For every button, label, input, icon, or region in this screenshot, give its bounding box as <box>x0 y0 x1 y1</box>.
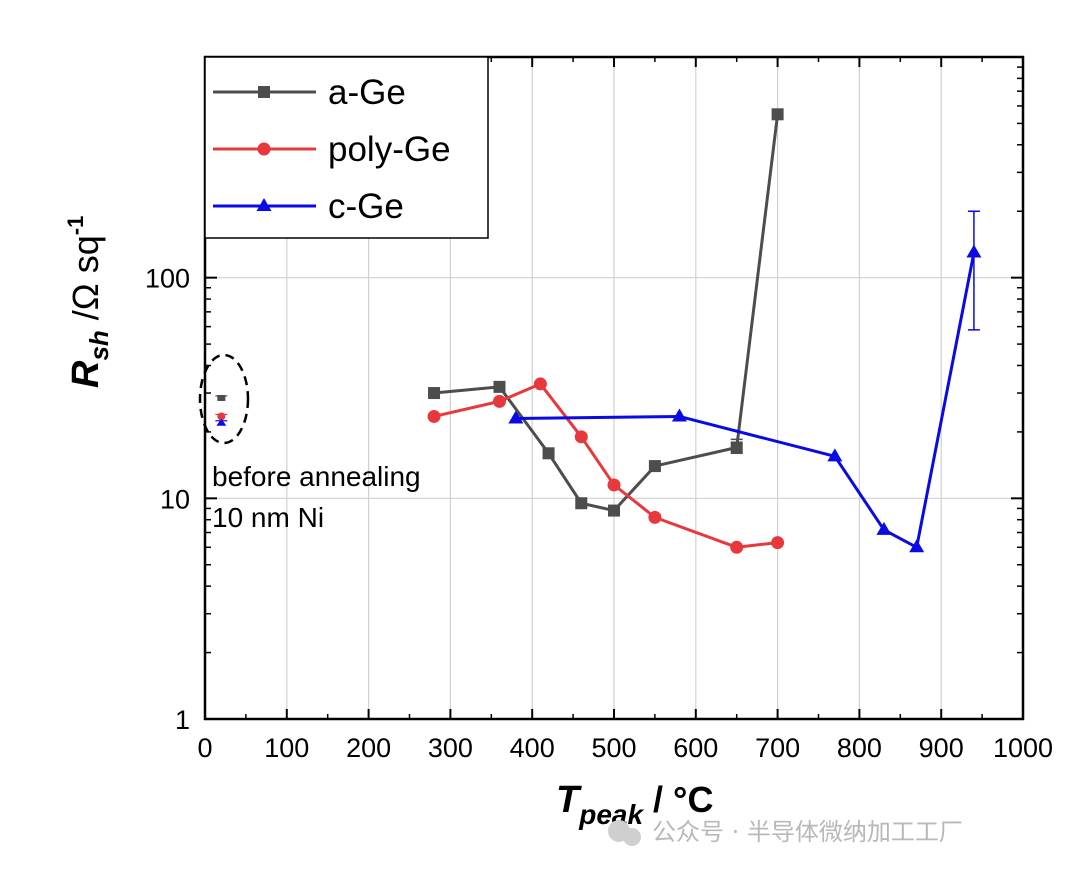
series-poly-ge-point <box>492 394 506 408</box>
legend-a-ge-marker <box>258 86 270 98</box>
legend-poly-ge-marker <box>257 142 271 156</box>
before-annealing-ellipse <box>198 353 250 445</box>
watermark: 公众号 · 半导体微纳加工工厂 <box>608 818 963 846</box>
x-axis-ticks: 0 100 200 300 400 500 600 700 800 900 1000 <box>197 57 1053 763</box>
series-c-ge-error-bar <box>967 210 980 331</box>
series-a-ge-point <box>542 447 555 460</box>
series-c-ge-point <box>876 521 892 535</box>
before-annealing-c-ge-point <box>216 418 227 426</box>
series-c-ge <box>508 210 982 553</box>
plot-frame <box>203 55 1025 721</box>
annotation-before-annealing: before annealing <box>212 461 421 492</box>
series-a-ge-point <box>493 380 506 393</box>
series-a-ge-point <box>608 504 620 517</box>
x-tick-label: 500 <box>591 733 636 763</box>
x-tick-label: 200 <box>346 733 391 763</box>
series-c-ge-point <box>508 410 524 424</box>
series-poly-ge-point <box>607 478 621 492</box>
x-tick-label: 300 <box>428 733 473 763</box>
y-tick-label: 100 <box>145 264 190 294</box>
x-tick-label: 700 <box>755 733 800 763</box>
series-c-ge-point <box>909 539 925 553</box>
series-poly-ge-point <box>427 409 441 423</box>
series-layer <box>215 108 982 554</box>
legend-a-ge-label: a-Ge <box>328 73 406 112</box>
y-tick-label: 1 <box>175 705 190 735</box>
before-annealing-poly-ge-point <box>217 412 226 421</box>
x-tick-label: 800 <box>837 733 882 763</box>
series-a-ge-point <box>428 387 441 400</box>
legend-c-ge-label: c-Ge <box>328 187 404 226</box>
watermark-text: 公众号 · 半导体微纳加工工厂 <box>652 818 963 846</box>
series-poly-ge-point <box>648 510 662 524</box>
series-poly-ge-point <box>574 430 588 444</box>
series-c-ge-point <box>671 408 687 422</box>
legend-poly-ge-label: poly-Ge <box>328 130 451 169</box>
series-poly-ge-point <box>771 536 785 550</box>
x-axis-label: Tpeak / °C <box>556 779 713 830</box>
x-tick-label: 600 <box>673 733 718 763</box>
series-a-ge-point <box>575 497 588 510</box>
series-a-ge-point <box>771 108 784 121</box>
series-c-ge-point <box>966 244 982 258</box>
before-annealing-a-ge-point <box>217 394 226 401</box>
series-poly-ge-line <box>433 382 778 549</box>
series-poly-ge-point <box>730 540 744 554</box>
annotation-ni-thickness: 10 nm Ni <box>212 502 324 533</box>
series-poly-ge-point <box>533 377 547 391</box>
y-axis-label: Rsh /Ω sq-1 <box>63 216 114 388</box>
series-a-ge-point <box>648 460 661 473</box>
legend: a-Ge poly-Ge c-Ge <box>204 56 489 239</box>
x-tick-label: 900 <box>919 733 964 763</box>
x-tick-label: 0 <box>197 733 212 763</box>
series-c-ge-line <box>515 252 976 549</box>
series-c-ge-point <box>827 448 843 462</box>
legend-c-ge-marker <box>256 198 272 211</box>
series-a-ge-point <box>730 441 743 454</box>
y-tick-label: 10 <box>160 484 190 514</box>
y-axis-ticks: 1 10 100 <box>145 66 1023 735</box>
x-tick-label: 400 <box>510 733 555 763</box>
x-tick-label: 100 <box>264 733 309 763</box>
x-tick-label: 1000 <box>993 733 1053 763</box>
before-annealing-points <box>215 394 228 426</box>
series-poly-ge <box>427 377 785 554</box>
